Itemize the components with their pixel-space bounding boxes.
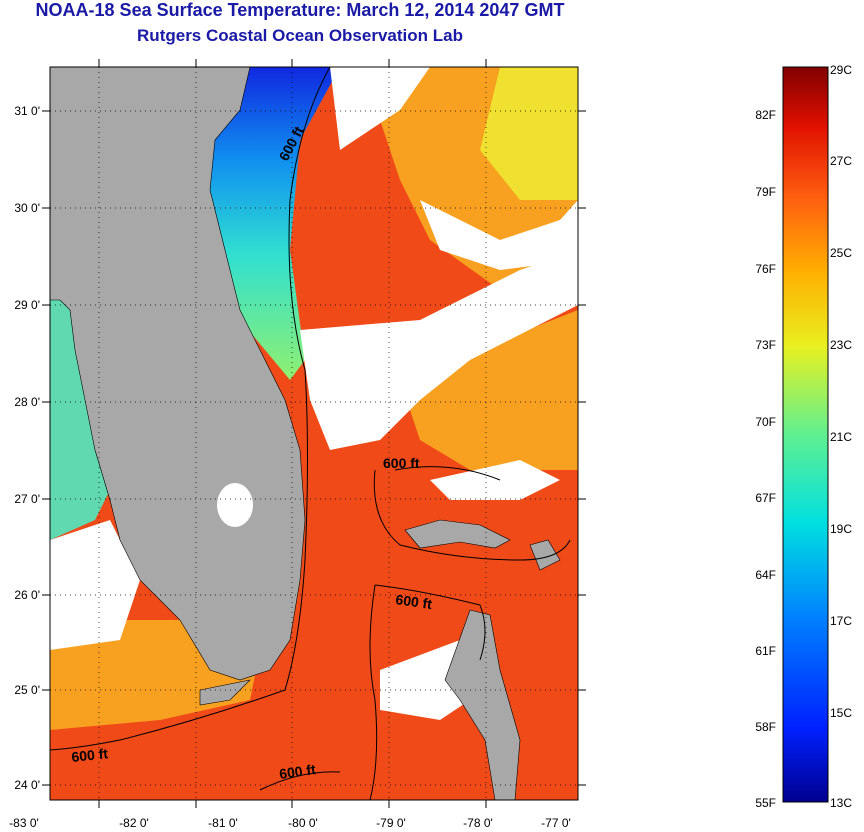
grand-bahama <box>404 519 511 549</box>
lat-label: 28 0' <box>14 395 40 409</box>
colorbar-c-label: 29C <box>830 63 852 77</box>
contour-cuba <box>259 771 341 791</box>
colorbar-f-label: 76F <box>755 262 776 276</box>
contour-little-bahama <box>373 469 571 561</box>
lat-label: 30 0' <box>14 201 40 215</box>
colorbar-c-label: 21C <box>830 430 852 444</box>
colorbar-c-label: 23C <box>830 338 852 352</box>
andros-island <box>444 609 521 800</box>
contour-little-bahama-north <box>394 466 501 481</box>
orange-water-east <box>400 310 578 470</box>
cloud-band-center <box>300 250 578 450</box>
lat-label: 29 0' <box>14 298 40 312</box>
lon-labels: -83 0' -82 0' -81 0' -80 0' -79 0' -78 0… <box>9 816 571 830</box>
colorbar-f-label: 67F <box>755 491 776 505</box>
contour-tongue <box>374 584 486 661</box>
lon-label: -78 0' <box>463 816 493 830</box>
colorbar <box>782 66 829 803</box>
colorbar-c-label: 19C <box>830 522 852 536</box>
colorbar-c-label: 25C <box>830 246 852 260</box>
lat-label: 25 0' <box>14 683 40 697</box>
map-frame <box>49 66 579 801</box>
lat-label: 27 0' <box>14 492 40 506</box>
colorbar-f-label: 61F <box>755 644 776 658</box>
lat-label: 31 0' <box>14 104 40 118</box>
colorbar-c-label: 15C <box>830 706 852 720</box>
lon-label: -82 0' <box>119 816 149 830</box>
cold-gulf-water <box>50 300 120 540</box>
colorbar-f-label: 82F <box>755 108 776 122</box>
contour-great-bahama <box>369 584 378 800</box>
lon-label: -79 0' <box>376 816 406 830</box>
colorbar-f-label: 79F <box>755 185 776 199</box>
lon-label: -80 0' <box>288 816 318 830</box>
lon-label: -81 0' <box>208 816 238 830</box>
colorbar-c-label: 13C <box>830 796 852 810</box>
contour-label: 600 ft <box>383 455 420 471</box>
colorbar-c-label: 17C <box>830 614 852 628</box>
lon-label: -83 0' <box>9 816 39 830</box>
cloud-gulf <box>50 520 140 650</box>
colorbar-f-label: 73F <box>755 338 776 352</box>
contour-label: 600 ft <box>71 745 109 765</box>
colorbar-f-label: 64F <box>755 568 776 582</box>
contour-florida <box>50 67 331 751</box>
yellow-water-north <box>480 67 578 200</box>
lon-label: -77 0' <box>541 816 571 830</box>
colorbar-f-label: 58F <box>755 720 776 734</box>
map-subtitle: Rutgers Coastal Ocean Observation Lab <box>137 26 463 45</box>
abaco-island <box>529 539 561 571</box>
florida-land <box>50 67 306 681</box>
lat-label: 26 0' <box>14 588 40 602</box>
graticule <box>50 67 578 800</box>
lat-label: 24 0' <box>14 778 40 792</box>
map-area <box>50 67 578 800</box>
colorbar-f-label: 70F <box>755 415 776 429</box>
colorbar-fahrenheit-labels: 82F 79F 76F 73F 70F 67F 64F 61F 58F 55F <box>755 108 776 810</box>
cloud-bahamas <box>430 460 560 500</box>
colorbar-f-label: 55F <box>755 796 776 810</box>
cloud-north <box>330 67 430 150</box>
cloud-east <box>420 200 578 270</box>
florida-keys <box>199 679 251 706</box>
colorbar-celsius-labels: 29C 27C 25C 23C 21C 19C 17C 15C 13C <box>830 63 852 810</box>
contour-label: 600 ft <box>395 591 434 612</box>
cold-shelf-water <box>190 67 340 380</box>
map-title: NOAA-18 Sea Surface Temperature: March 1… <box>35 0 565 20</box>
lat-labels: 31 0' 30 0' 29 0' 28 0' 27 0' 26 0' 25 0… <box>14 104 40 792</box>
contour-label: 600 ft <box>278 761 317 782</box>
colorbar-c-label: 27C <box>830 154 852 168</box>
lake-okeechobee <box>217 483 253 527</box>
ticks <box>42 59 586 808</box>
